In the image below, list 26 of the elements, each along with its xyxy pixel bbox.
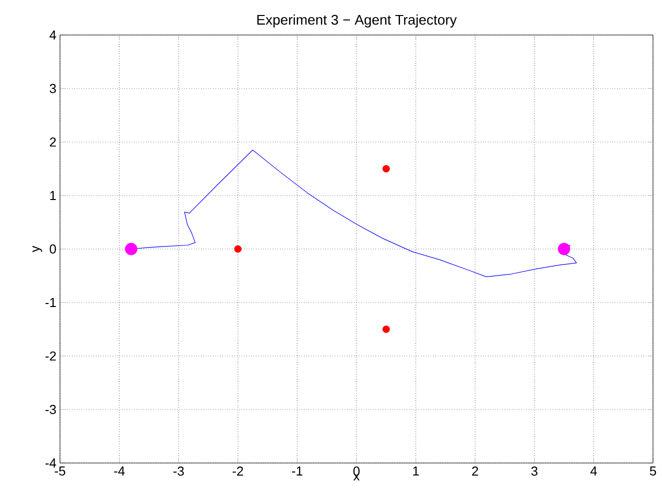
point xyxy=(124,242,138,256)
x-tick-label: -5 xyxy=(54,466,66,476)
y-tick-label: -2 xyxy=(46,351,56,361)
x-tick-label: 4 xyxy=(590,466,597,476)
x-tick-label: 2 xyxy=(472,466,478,476)
x-tick-label: -2 xyxy=(232,466,244,476)
x-tick-label: -3 xyxy=(173,466,184,476)
y-tick-label: 2 xyxy=(50,137,56,147)
y-tick-label: 0 xyxy=(50,244,56,254)
y-tick-label: 4 xyxy=(50,30,56,40)
point xyxy=(558,242,570,256)
y-tick-label: -3 xyxy=(46,404,56,414)
y-tick-label: -1 xyxy=(46,298,56,307)
point xyxy=(382,326,390,333)
x-tick-label: 5 xyxy=(650,466,656,476)
point xyxy=(382,165,390,172)
y-tick-label: 1 xyxy=(50,191,56,200)
x-tick-label: 1 xyxy=(413,466,419,476)
y-axis-title: y xyxy=(32,246,42,252)
y-tick-label: 3 xyxy=(50,84,56,94)
point xyxy=(234,245,242,253)
x-tick-label: -1 xyxy=(292,466,302,476)
y-tick-label: -4 xyxy=(46,458,56,468)
x-tick-label: -4 xyxy=(114,466,125,476)
chart-title: Experiment 3 − Agent Trajectory xyxy=(257,14,457,28)
x-tick-label: 3 xyxy=(531,466,538,476)
